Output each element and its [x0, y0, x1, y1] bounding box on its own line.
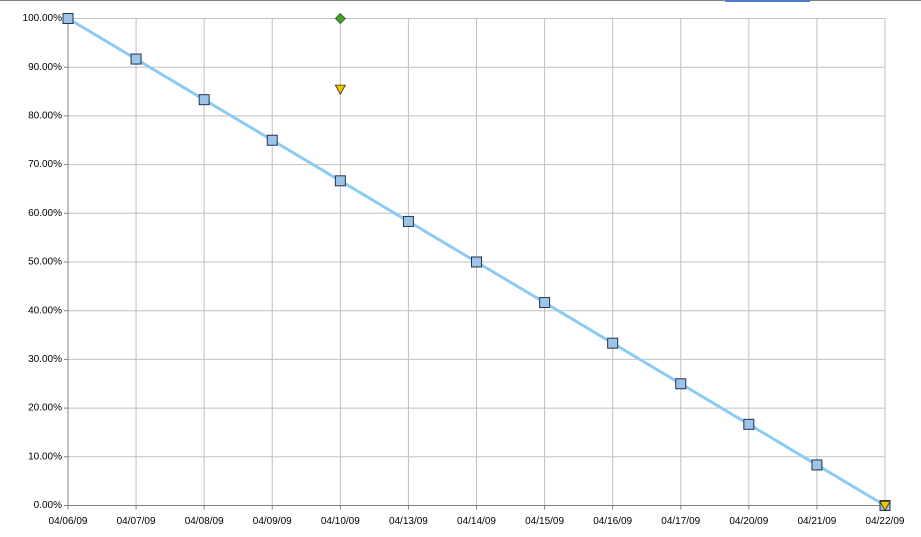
marker: [879, 501, 891, 512]
y-tick-label: 100.00%: [23, 13, 63, 24]
x-tick-label: 04/14/09: [457, 516, 496, 527]
marker: [130, 53, 142, 65]
marker: [266, 134, 278, 146]
marker: [675, 378, 687, 390]
y-tick-label: 20.00%: [28, 403, 62, 414]
marker: [62, 13, 74, 24]
marker: [402, 215, 414, 227]
marker: [334, 84, 347, 95]
x-tick-label: 04/20/09: [729, 516, 768, 527]
y-tick-label: 0.00%: [34, 500, 62, 511]
marker: [811, 459, 823, 471]
marker: [539, 297, 551, 309]
marker: [471, 256, 482, 268]
y-tick-label: 90.00%: [28, 62, 62, 73]
y-tick-label: 80.00%: [28, 111, 62, 122]
x-tick-label: 04/10/09: [321, 516, 360, 527]
y-tick-label: 40.00%: [28, 305, 62, 316]
x-tick-label: 04/13/09: [389, 516, 428, 527]
marker: [198, 94, 210, 106]
x-tick-label: 04/17/09: [661, 516, 700, 527]
x-tick-label: 04/07/09: [117, 516, 156, 527]
y-tick-label: 30.00%: [28, 354, 62, 365]
x-tick-label: 04/08/09: [185, 516, 224, 527]
x-tick-label: 04/22/09: [866, 516, 905, 527]
x-tick-label: 04/06/09: [49, 516, 88, 527]
x-tick-label: 04/15/09: [525, 516, 564, 527]
y-tick-label: 50.00%: [28, 257, 62, 268]
y-tick-label: 70.00%: [28, 159, 62, 170]
marker: [743, 418, 755, 430]
x-tick-label: 04/21/09: [797, 516, 836, 527]
marker: [334, 12, 346, 25]
marker: [607, 337, 619, 349]
y-tick-label: 60.00%: [28, 208, 62, 219]
y-tick-label: 10.00%: [28, 451, 62, 462]
x-tick-label: 04/16/09: [593, 516, 632, 527]
marker: [334, 175, 346, 187]
x-tick-label: 04/09/09: [253, 516, 292, 527]
